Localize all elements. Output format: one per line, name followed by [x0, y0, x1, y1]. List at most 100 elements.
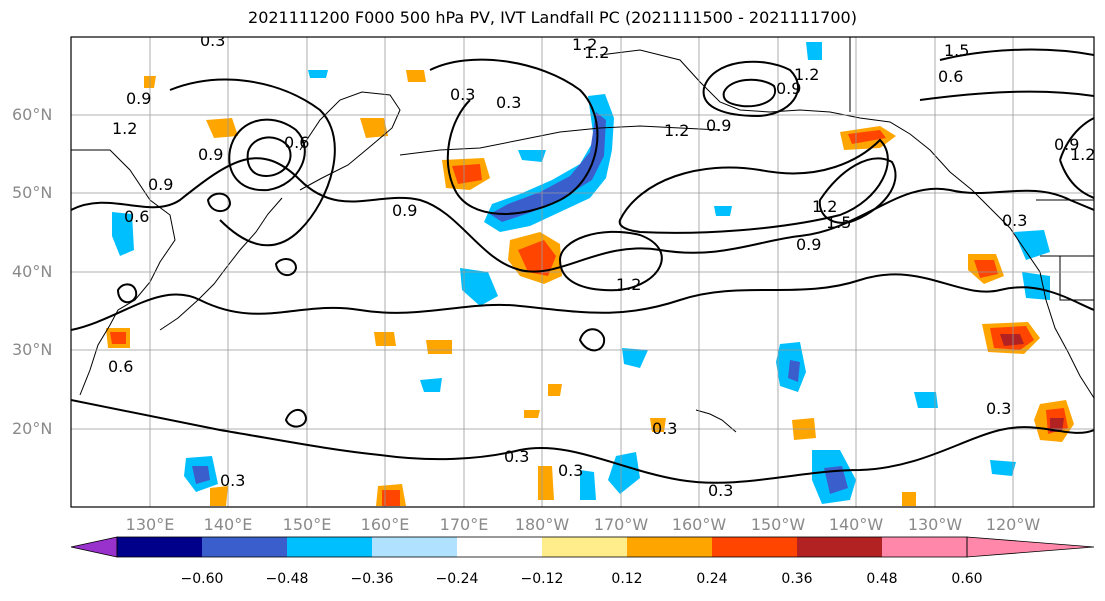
positive-anomaly-region	[426, 340, 452, 354]
contour-label: 0.3	[652, 419, 677, 438]
colorbar-tick-label: 0.48	[866, 571, 898, 587]
contour-label: 1.2	[812, 197, 837, 216]
shading-layer	[106, 42, 1074, 506]
lon-label: 160°W	[671, 515, 727, 534]
pv-contour	[702, 60, 799, 118]
contour-label: 0.9	[198, 145, 223, 164]
colorbar-swatch	[202, 537, 287, 557]
positive-anomaly-core	[848, 130, 886, 144]
lon-label: 140°W	[828, 515, 884, 534]
colorbar-tick-label: 0.24	[696, 571, 728, 587]
contour-label: 0.6	[108, 357, 133, 376]
positive-anomaly-peak	[1000, 334, 1024, 346]
pv-contour	[228, 118, 306, 192]
negative-anomaly-region	[990, 460, 1016, 476]
pv-contour	[206, 192, 232, 212]
us-state-borders	[1036, 199, 1094, 301]
colorbar-extend-high	[966, 536, 1095, 558]
colorbar-swatch	[627, 537, 712, 557]
contour-label: 0.3	[220, 471, 245, 490]
pv-contour	[169, 78, 336, 247]
negative-anomaly-region	[484, 94, 614, 232]
pv-contour	[71, 273, 1094, 331]
colorbar-swatch	[372, 537, 457, 557]
colorbar-swatch	[117, 537, 202, 557]
positive-anomaly-region	[548, 384, 562, 396]
negative-anomaly-region	[622, 348, 648, 368]
kamchatka-coastline	[299, 91, 401, 191]
contour-layer	[71, 48, 1094, 484]
positive-anomaly-core	[974, 260, 998, 278]
positive-anomaly-region	[206, 118, 238, 138]
pv-contour	[274, 258, 298, 276]
lat-label: 20°N	[12, 419, 53, 438]
positive-anomaly-region	[360, 118, 388, 138]
colorbar-tick-label: −0.48	[265, 571, 309, 587]
positive-anomaly-core	[110, 332, 126, 344]
colorbar-tick-label: 0.36	[781, 571, 813, 587]
positive-anomaly-core	[518, 240, 556, 276]
alaska-coastline	[599, 49, 991, 209]
positive-anomaly-core	[382, 490, 400, 506]
gridline-layer	[71, 37, 1094, 507]
positive-anomaly-region	[538, 466, 554, 500]
contour-label: 0.3	[200, 31, 225, 50]
lat-label: 30°N	[12, 340, 53, 359]
colorbar-frame	[116, 536, 968, 558]
contour-label: 0.9	[796, 235, 821, 254]
contour-label: 0.9	[776, 79, 801, 98]
negative-anomaly-region	[420, 378, 442, 392]
contour-label: 0.3	[450, 85, 475, 104]
contour-label: 0.3	[504, 447, 529, 466]
colorbar-swatch	[797, 537, 882, 557]
negative-anomaly-region	[1022, 272, 1050, 300]
contour-label: 1.2	[112, 119, 137, 138]
colorbar-tick-label: −0.36	[350, 571, 394, 587]
negative-anomaly-region	[608, 452, 640, 494]
positive-anomaly-region	[902, 492, 916, 506]
negative-anomaly-region	[806, 42, 822, 60]
contour-label: 0.6	[284, 133, 309, 152]
colorbar-tick-label: −0.60	[180, 571, 224, 587]
contour-label: 0.3	[708, 481, 733, 500]
negative-anomaly-core	[788, 360, 800, 382]
japan-coastline	[159, 197, 283, 331]
contour-label: 0.9	[126, 89, 151, 108]
negative-anomaly-region	[112, 212, 134, 256]
lon-label: 180°W	[514, 515, 570, 534]
lon-label: 120°W	[985, 515, 1041, 534]
contour-label: 0.9	[148, 175, 173, 194]
pv-contour	[71, 399, 1094, 484]
contour-label: 0.3	[1002, 211, 1027, 230]
colorbar-swatch	[287, 537, 372, 557]
negative-anomaly-region	[714, 206, 732, 216]
negative-anomaly-region	[914, 392, 938, 408]
colorbar-swatch	[542, 537, 627, 557]
contour-label: 0.3	[986, 399, 1011, 418]
colorbar-tick-label: 0.12	[611, 571, 643, 587]
lat-label: 50°N	[12, 183, 53, 202]
contour-label: 1.2	[616, 275, 641, 294]
contour-label: 1.5	[826, 213, 851, 232]
lon-label: 150°E	[282, 515, 332, 534]
contour-label: 1.2	[1070, 145, 1095, 164]
positive-anomaly-region	[650, 418, 666, 432]
lon-label: 130°E	[125, 515, 175, 534]
map-frame	[70, 36, 1095, 508]
pv-contour	[246, 136, 292, 178]
positive-anomaly-peak	[1050, 418, 1064, 432]
colorbar-tick-label: −0.24	[435, 571, 479, 587]
positive-anomaly-region	[406, 70, 426, 82]
negative-anomaly-core	[192, 466, 210, 484]
positive-anomaly-region	[524, 410, 540, 418]
lat-label: 40°N	[12, 262, 53, 281]
contour-label: 1.2	[572, 35, 597, 54]
colorbar-tick-label: 0.60	[951, 571, 983, 587]
pv-contour	[429, 58, 599, 215]
contour-label: 0.9	[706, 116, 731, 135]
contour-label: 0.9	[1054, 135, 1079, 154]
contour-label: 1.2	[584, 43, 609, 62]
colorbar-swatch	[457, 537, 542, 557]
pv-contour	[919, 90, 1094, 101]
